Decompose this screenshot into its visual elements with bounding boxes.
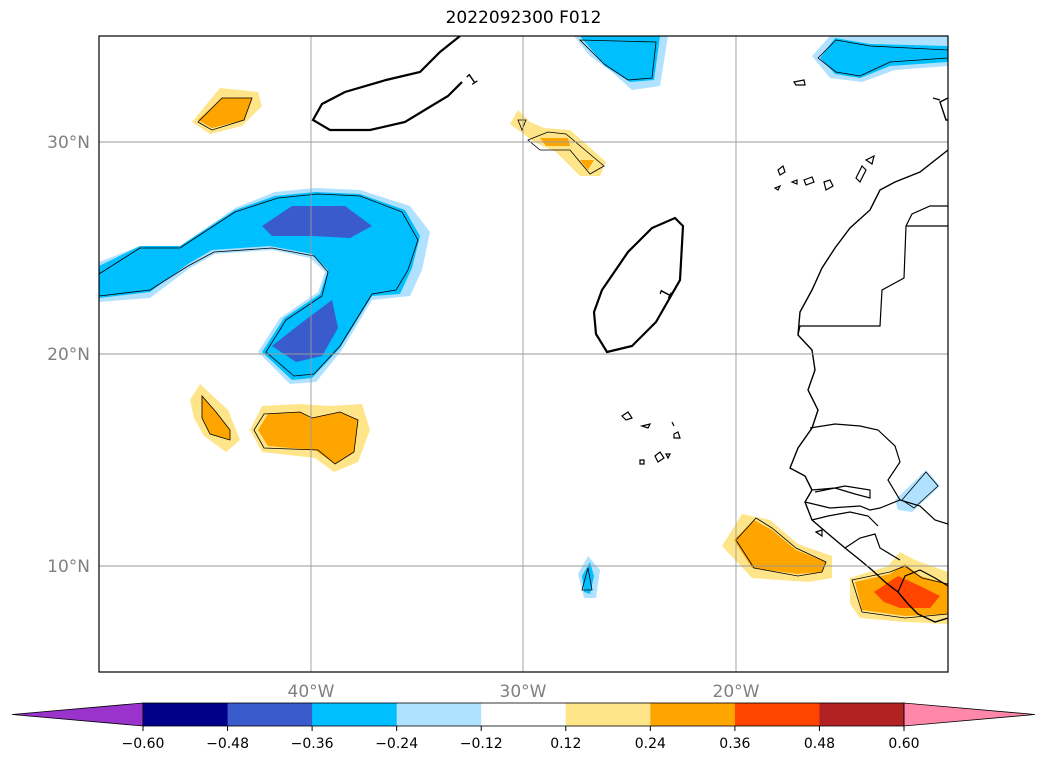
colorbar-swatch: [819, 703, 905, 726]
lat-label-20n: 20°N: [47, 345, 90, 365]
colorbar-swatch: [481, 703, 567, 726]
positive-anomaly-field: [190, 88, 948, 624]
negative-anomaly-field: [99, 36, 948, 598]
map-area: 1 1: [99, 36, 948, 672]
coastline: [789, 97, 948, 623]
colorbar-tick-label: 0.36: [719, 736, 750, 752]
map-title: 2022092300 F012: [445, 8, 602, 28]
lon-label-20w: 20°W: [713, 682, 760, 702]
colorbar-tick-label: 0.12: [550, 736, 581, 752]
colorbar-swatch: [312, 703, 398, 726]
colorbar-swatch: [650, 703, 736, 726]
colorbar-swatch: [565, 703, 651, 726]
colorbar: −0.60 −0.48 −0.36 −0.24 −0.12 0.12 0.24 0.36 0.4…: [11, 702, 1036, 752]
colorbar-swatch: [734, 703, 820, 726]
colorbar-tick-label: −0.60: [122, 736, 165, 752]
colorbar-tick-label: −0.48: [206, 736, 249, 752]
colorbar-swatch: [396, 703, 482, 726]
colorbar-extend-low: [11, 702, 144, 727]
colorbar-tick-label: −0.12: [460, 736, 503, 752]
gridlines: [99, 36, 948, 672]
lat-label-30n: 30°N: [47, 133, 90, 153]
lon-label-30w: 30°W: [500, 682, 547, 702]
lat-label-10n: 10°N: [47, 557, 90, 577]
colorbar-tick-label: 0.48: [804, 736, 835, 752]
colorbar-tick-label: −0.36: [291, 736, 334, 752]
contour-label: 1: [656, 285, 676, 302]
thick-contour-lines: [311, 36, 685, 354]
contour-label: 1: [463, 69, 481, 89]
map-frame: [98, 35, 949, 673]
colorbar-swatch: [143, 703, 229, 726]
colorbar-tick-label: 0.60: [888, 736, 919, 752]
colorbar-swatch: [227, 703, 313, 726]
lon-label-40w: 40°W: [288, 682, 335, 702]
islands: [621, 79, 875, 538]
colorbar-tick-label: −0.24: [375, 736, 418, 752]
country-borders: [797, 205, 948, 593]
thin-contour-lines: [99, 39, 948, 619]
colorbar-extend-high: [903, 702, 1036, 727]
colorbar-tick-label: 0.24: [635, 736, 666, 752]
